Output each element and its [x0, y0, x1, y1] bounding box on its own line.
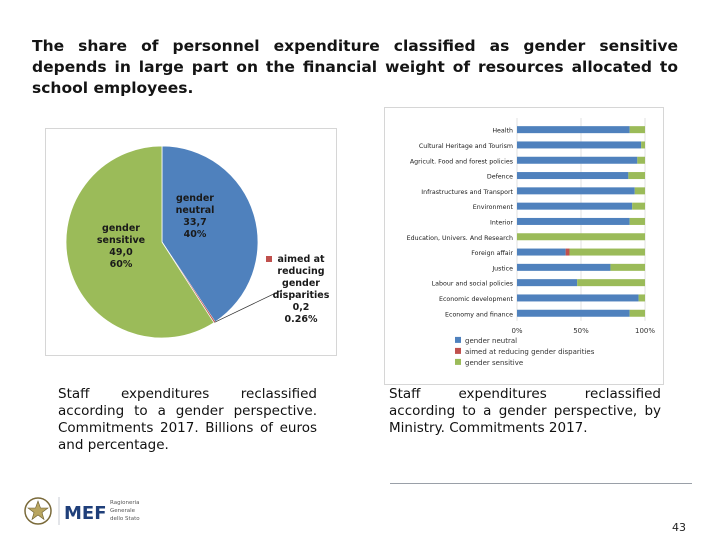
legend-swatch [455, 358, 461, 365]
bar-chart-panel: 0% 50% 100% Health Cultural Heritage and Tou… [384, 107, 664, 385]
legend-swatch [455, 347, 461, 354]
bar-segment-neutral [517, 187, 635, 195]
x-tick-label: 0% [511, 327, 522, 335]
bar-segment-sensitive [638, 294, 645, 302]
logo-line-1: Ragioneria [110, 500, 140, 506]
pie-label-neutral: gender neutral 33,7 40% [176, 193, 215, 240]
page-title: The share of personnel expenditure class… [32, 37, 678, 97]
pie-label-reducing: aimed at reducing gender disparities 0,2 0.26… [273, 254, 330, 325]
footer-divider [390, 483, 692, 484]
bar-segment-neutral [517, 217, 630, 225]
mef-logo-text: MEF [64, 503, 107, 524]
bar-segment-sensitive [637, 156, 645, 164]
pie-label-sensitive: gender sensitive 49,0 60% [97, 223, 145, 270]
legend-label: aimed at reducing gender disparities [465, 348, 595, 356]
bar-segment-sensitive [610, 263, 645, 271]
x-tick-label: 100% [635, 327, 655, 335]
bar-segment-neutral [517, 126, 630, 134]
category-label: Labour and social policies [432, 281, 513, 288]
mef-emblem: MEF Ragioneria Generale dello Stato [24, 497, 140, 525]
pie-caption: Staff expenditures reclassified accordin… [58, 386, 317, 453]
bar-segment-neutral [517, 202, 633, 210]
bar-segment-sensitive [641, 141, 645, 149]
category-label: Economic development [439, 296, 514, 303]
pie-leader-line [214, 289, 283, 323]
mef-logo: MEF Ragioneria Generale dello Stato [22, 493, 142, 533]
pie-chart-panel: gender neutral 33,7 40% gender sensitive 49,0 6… [45, 128, 337, 356]
bar-chart: 0% 50% 100% Health Cultural Heritage and Tou… [407, 118, 655, 367]
bar-segment-sensitive [629, 126, 645, 134]
bar-segment-neutral [517, 172, 629, 180]
pie-slice-gender-neutral [161, 145, 259, 323]
bar-segment-neutral [517, 309, 630, 317]
bar-segment-sensitive [629, 309, 645, 317]
legend-label: gender sensitive [465, 359, 523, 367]
logo-line-2: Generale [110, 508, 136, 514]
x-tick-label: 50% [573, 327, 589, 335]
category-label: Education, Univers. And Research [407, 235, 513, 242]
category-label: Agricult. Food and forest policies [410, 158, 513, 165]
legend-label: gender neutral [465, 337, 517, 345]
bar-segment-neutral [517, 279, 578, 287]
category-label: Justice [491, 265, 513, 272]
bar-segment-sensitive [577, 279, 645, 287]
reducing-legend-marker [266, 256, 272, 262]
pie-slice-gender-sensitive [65, 145, 215, 339]
bar-segment-sensitive [517, 233, 645, 241]
bar-segment-neutral [517, 248, 566, 256]
bar-segment-neutral [517, 294, 639, 302]
bar-segment-sensitive [569, 248, 645, 256]
bar-segment-neutral [517, 156, 638, 164]
bar-segment-sensitive [634, 187, 645, 195]
bar-segment-sensitive [632, 202, 645, 210]
bar-segment-sensitive [628, 172, 645, 180]
category-label: Cultural Heritage and Tourism [419, 143, 513, 150]
category-label: Infrastructures and Transport [421, 189, 513, 196]
category-label: Interior [490, 219, 513, 226]
page-number: 43 [672, 521, 686, 534]
bar-caption: Staff expenditures reclassified accordin… [389, 386, 661, 436]
bar-segment-neutral [517, 141, 642, 149]
bar-segment-neutral [517, 263, 611, 271]
logo-line-3: dello Stato [110, 516, 140, 522]
bar-segment-at [565, 248, 570, 256]
category-label: Defence [487, 174, 513, 181]
category-label: Environment [473, 204, 514, 211]
legend-swatch [455, 336, 461, 343]
bar-segment-sensitive [629, 217, 645, 225]
category-label: Foreign affair [471, 250, 513, 257]
category-label: Economy and finance [445, 311, 513, 318]
category-label: Health [492, 128, 513, 135]
pie-chart: gender neutral 33,7 40% gender sensitive 49,0 6… [65, 145, 330, 339]
